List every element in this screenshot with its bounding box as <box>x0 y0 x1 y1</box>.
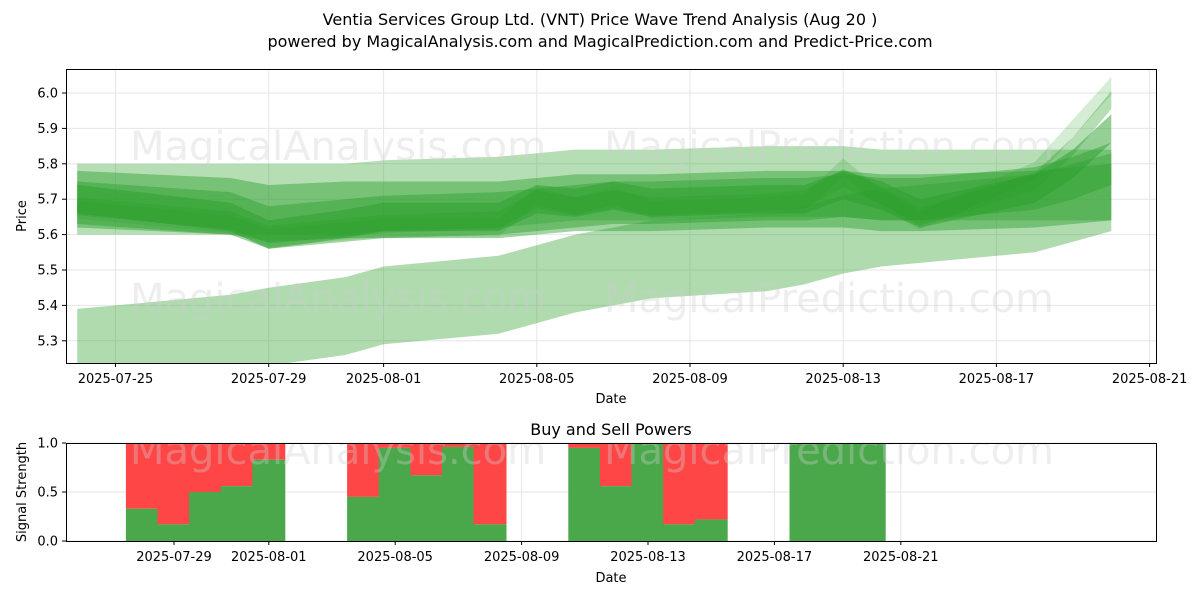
signal-x-ticks: 2025-07-29 2025-08-01 2025-08-05 2025-08-09… <box>136 541 939 565</box>
price-y-tick-label: 6.0 <box>37 87 58 102</box>
price-x-tick-label: 2025-08-13 <box>805 372 881 387</box>
price-watermarks: MagicalAnalysis.com MagicalPrediction.com… <box>130 124 1054 322</box>
watermark-text: MagicalAnalysis.com <box>130 276 546 322</box>
price-y-tick-label: 5.8 <box>37 157 58 172</box>
wave-band-6 <box>77 153 1112 363</box>
buy-power-bar <box>694 519 728 541</box>
price-y-tick-label: 5.5 <box>37 264 58 279</box>
buy-power-bar <box>189 492 223 541</box>
price-y-tick-label: 5.4 <box>37 299 58 314</box>
price-x-tick-label: 2025-08-17 <box>959 372 1035 387</box>
sell-power-bar <box>599 443 633 487</box>
buy-power-bar <box>378 447 412 541</box>
price-plot-frame <box>66 69 1157 364</box>
signal-plot-frame <box>66 443 1157 542</box>
sell-power-bar <box>694 443 728 520</box>
sell-power-bar <box>410 443 444 476</box>
sell-power-bar <box>252 443 286 460</box>
signal-y-tick-label: 0.0 <box>37 535 58 550</box>
buy-power-bar <box>599 486 633 541</box>
signal-x-tick-label: 2025-08-17 <box>737 550 813 565</box>
signal-x-tick-label: 2025-08-09 <box>484 550 560 565</box>
price-x-axis-label: Date <box>595 392 626 407</box>
sell-power-bar <box>568 443 602 448</box>
signal-x-tick-label: 2025-07-29 <box>136 550 212 565</box>
wave-band-3 <box>77 114 1112 249</box>
buy-power-bar <box>410 475 444 541</box>
price-x-tick-label: 2025-08-05 <box>499 372 575 387</box>
buy-power-bar <box>821 443 855 541</box>
buy-power-bar <box>631 443 665 541</box>
price-x-tick-label: 2025-08-01 <box>346 372 422 387</box>
buy-power-bar <box>852 443 886 541</box>
price-y-ticks: 5.3 5.4 5.5 5.6 5.7 5.8 5.9 6.0 <box>37 87 66 349</box>
sell-power-bar <box>125 443 159 509</box>
buy-power-bar <box>789 443 823 541</box>
signal-y-axis-label: Signal Strength <box>15 442 30 542</box>
buy-power-bar <box>220 486 254 541</box>
buy-power-bar <box>157 524 191 541</box>
signal-x-tick-label: 2025-08-05 <box>357 550 433 565</box>
sell-power-bar <box>378 443 412 448</box>
watermark-text: MagicalPrediction.com <box>604 428 1054 474</box>
sell-power-bar <box>441 443 475 447</box>
signal-y-ticks: 0.0 0.5 1.0 <box>37 437 66 550</box>
sell-power-bar <box>347 443 381 497</box>
signal-x-tick-label: 2025-08-01 <box>231 550 307 565</box>
signal-x-axis-label: Date <box>595 571 626 586</box>
sell-power-bar <box>473 443 507 525</box>
buy-power-bar <box>252 459 286 541</box>
watermark-text: MagicalAnalysis.com <box>130 124 546 170</box>
buy-power-bar <box>473 524 507 541</box>
signal-chart-title: Buy and Sell Powers <box>530 420 692 439</box>
signal-y-tick-label: 1.0 <box>37 437 58 452</box>
watermark-text: MagicalPrediction.com <box>604 124 1054 170</box>
buy-power-bar <box>568 447 602 541</box>
signal-bars <box>125 443 886 541</box>
buy-power-bar <box>347 496 381 541</box>
price-y-tick-label: 5.6 <box>37 228 58 243</box>
sell-power-bar <box>663 443 697 525</box>
watermark-text: MagicalAnalysis.com <box>130 428 546 474</box>
price-x-tick-label: 2025-07-29 <box>231 372 307 387</box>
watermark-text: MagicalPrediction.com <box>604 276 1054 322</box>
buy-power-bar <box>441 446 475 541</box>
sell-power-bar <box>157 443 191 525</box>
signal-x-tick-label: 2025-08-21 <box>863 550 939 565</box>
price-y-tick-label: 5.9 <box>37 122 58 137</box>
signal-x-tick-label: 2025-08-13 <box>610 550 686 565</box>
price-y-axis-label: Price <box>15 200 30 232</box>
price-x-tick-label: 2025-08-09 <box>652 372 728 387</box>
price-x-tick-label: 2025-08-21 <box>1112 372 1188 387</box>
buy-power-bar <box>663 524 697 541</box>
price-x-ticks: 2025-07-25 2025-07-29 2025-08-01 2025-08-05… <box>78 363 1188 387</box>
chart-subtitle: powered by MagicalAnalysis.com and Magic… <box>267 32 932 51</box>
sell-power-bar <box>189 443 223 492</box>
signal-y-tick-label: 0.5 <box>37 486 58 501</box>
price-x-tick-label: 2025-07-25 <box>78 372 154 387</box>
signal-watermarks: MagicalAnalysis.com MagicalPrediction.com <box>130 428 1054 474</box>
sell-power-bar <box>220 443 254 487</box>
buy-power-bar <box>125 508 159 541</box>
chart-title: Ventia Services Group Ltd. (VNT) Price W… <box>323 10 878 29</box>
price-wave-bands <box>77 77 1112 363</box>
price-y-tick-label: 5.3 <box>37 334 58 349</box>
price-y-tick-label: 5.7 <box>37 193 58 208</box>
